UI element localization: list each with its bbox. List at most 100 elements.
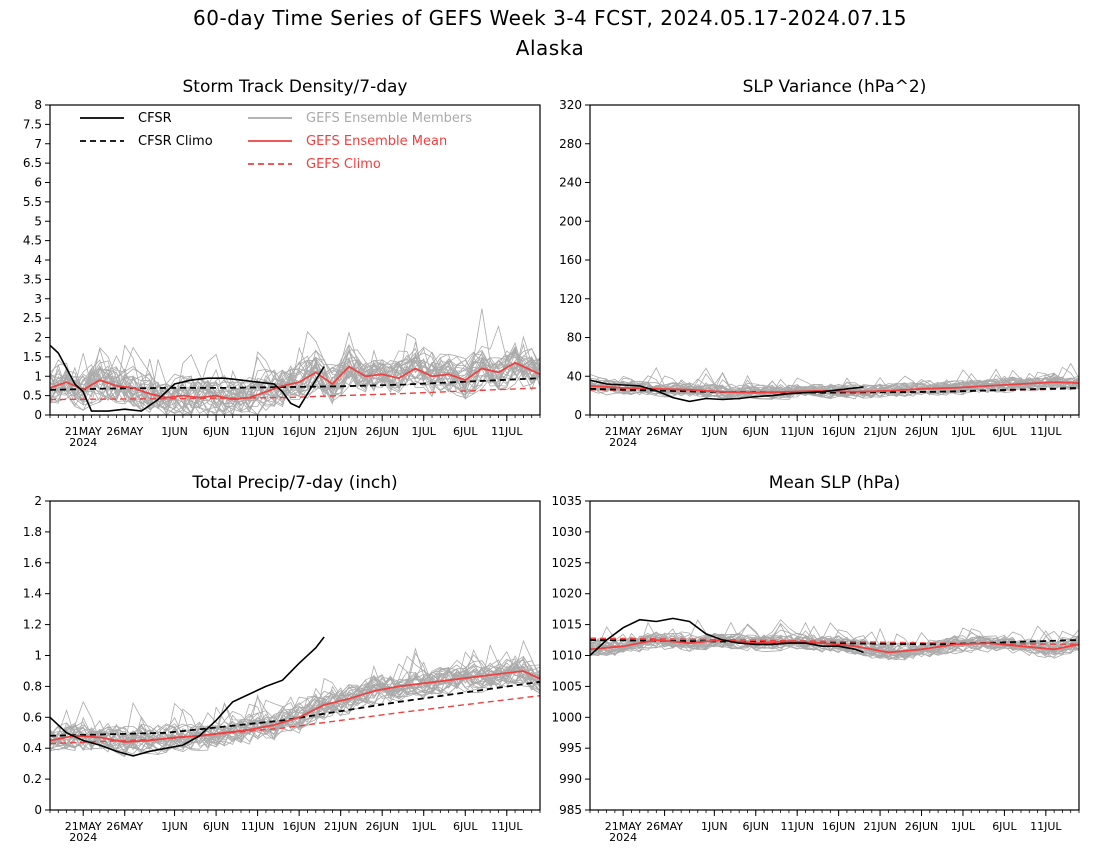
legend-cfsr-climo: CFSR Climo bbox=[80, 134, 213, 149]
y-tick-label: 1020 bbox=[551, 587, 582, 601]
y-tick-label: 1030 bbox=[551, 525, 582, 539]
gefs-climo-line bbox=[50, 387, 540, 401]
x-tick-label: 1JUL bbox=[951, 425, 976, 438]
y-tick-label: 995 bbox=[559, 741, 582, 755]
x-tick-label: 1JUN bbox=[701, 425, 728, 438]
y-tick-label: 120 bbox=[559, 292, 582, 306]
x-tick-label: 26MAY bbox=[106, 820, 143, 833]
ensemble-member-line bbox=[50, 341, 540, 415]
y-tick-label: 80 bbox=[567, 331, 582, 345]
y-tick-label: 1.8 bbox=[23, 525, 42, 539]
panel-title: Total Precip/7-day (inch) bbox=[191, 473, 397, 493]
x-tick-label: 1JUN bbox=[701, 820, 728, 833]
ensemble-member-line bbox=[50, 344, 540, 412]
ensemble-member-line bbox=[50, 346, 540, 408]
cfsr-line bbox=[590, 617, 864, 657]
x-tick-label: 6JUN bbox=[203, 820, 230, 833]
gefs-climo-line bbox=[50, 695, 540, 745]
y-tick-label: 0 bbox=[34, 408, 42, 422]
chart-panel-4: Mean SLP (hPa) 985 990 995 1000 1005 1010 1015 1… bbox=[551, 473, 1080, 844]
y-tick-label: 8 bbox=[34, 98, 42, 112]
series-lines bbox=[50, 344, 540, 412]
x-tick-label: 6JUN bbox=[742, 820, 769, 833]
x-tick-label: 6JUL bbox=[992, 425, 1017, 438]
y-tick-label: 240 bbox=[559, 176, 582, 190]
y-tick-label: 200 bbox=[559, 214, 582, 228]
plot-frame bbox=[589, 500, 1080, 811]
y-tick-label: 0 bbox=[34, 803, 42, 817]
x-year-label: 2024 bbox=[69, 831, 97, 844]
x-tick-label: 21MAY bbox=[65, 820, 102, 833]
ensemble-member-line bbox=[590, 379, 1079, 398]
y-tick-label: 5 bbox=[34, 214, 42, 228]
y-tick-label: 1.5 bbox=[23, 350, 42, 364]
x-tick-label: 6JUL bbox=[453, 425, 478, 438]
legend-members: GEFS Ensemble Members bbox=[248, 111, 472, 126]
y-tick-label: 320 bbox=[559, 98, 582, 112]
y-tick-label: 7 bbox=[34, 137, 42, 151]
x-tick-label: 1JUN bbox=[161, 425, 188, 438]
x-tick-label: 21JUN bbox=[324, 820, 358, 833]
chart-panel-2: SLP Variance (hPa^2) 0 40 80 120 160 200 240 280… bbox=[559, 77, 1080, 449]
x-tick-label: 16JUN bbox=[822, 425, 856, 438]
legend-gefs-climo: GEFS Climo bbox=[248, 157, 381, 172]
x-tick-label: 16JUN bbox=[822, 820, 856, 833]
y-tick-label: 6 bbox=[34, 176, 42, 190]
chart-panel-1: Storm Track Density/7-day 0 0.5 1 1.5 2 2.5 3 3.… bbox=[23, 77, 541, 449]
y-tick-label: 1035 bbox=[551, 494, 582, 508]
legend-label: CFSR bbox=[138, 111, 172, 126]
y-tick-label: 1005 bbox=[551, 679, 582, 693]
x-tick-label: 11JUL bbox=[491, 820, 523, 833]
legend-mean: GEFS Ensemble Mean bbox=[248, 134, 447, 149]
y-tick-label: 7.5 bbox=[23, 117, 42, 131]
x-tick-label: 26MAY bbox=[646, 425, 683, 438]
y-tick-label: 1.2 bbox=[23, 618, 42, 632]
figure-title: 60-day Time Series of GEFS Week 3-4 FCST… bbox=[193, 6, 907, 30]
legend-label: GEFS Climo bbox=[306, 157, 381, 172]
gefs-mean-line bbox=[590, 639, 1079, 654]
x-year-label: 2024 bbox=[609, 436, 637, 449]
cfsr-line bbox=[50, 636, 325, 757]
x-tick-label: 16JUN bbox=[282, 425, 316, 438]
ensemble-member-line bbox=[50, 650, 540, 752]
x-tick-label: 11JUL bbox=[491, 425, 523, 438]
y-tick-label: 0 bbox=[574, 408, 582, 422]
x-tick-label: 1JUL bbox=[412, 820, 437, 833]
x-tick-label: 6JUL bbox=[453, 820, 478, 833]
series-lines bbox=[590, 617, 1079, 657]
x-tick-label: 11JUN bbox=[241, 820, 275, 833]
y-tick-label: 6.5 bbox=[23, 156, 42, 170]
x-tick-label: 21MAY bbox=[605, 820, 642, 833]
y-tick-label: 0.4 bbox=[23, 741, 42, 755]
x-tick-label: 11JUN bbox=[780, 820, 814, 833]
y-tick-label: 0.5 bbox=[23, 389, 42, 403]
chart-panel-3: Total Precip/7-day (inch)00.20.40.60.811… bbox=[23, 473, 541, 844]
panel-title: Storm Track Density/7-day bbox=[183, 77, 408, 97]
ensemble-members bbox=[50, 639, 540, 758]
y-tick-label: 985 bbox=[559, 803, 582, 817]
x-tick-label: 6JUN bbox=[203, 425, 230, 438]
y-tick-label: 40 bbox=[567, 369, 582, 383]
ensemble-member-line bbox=[590, 632, 1079, 658]
ensemble-member-line bbox=[50, 346, 540, 413]
legend-label: CFSR Climo bbox=[138, 134, 213, 149]
x-year-label: 2024 bbox=[609, 831, 637, 844]
x-tick-label: 6JUN bbox=[742, 425, 769, 438]
x-tick-label: 26JUN bbox=[365, 425, 399, 438]
x-tick-label: 21JUN bbox=[324, 425, 358, 438]
x-tick-label: 11JUL bbox=[1030, 425, 1062, 438]
plot-frame bbox=[49, 500, 541, 811]
ensemble-member-line bbox=[50, 664, 540, 751]
y-tick-label: 1000 bbox=[551, 710, 582, 724]
x-tick-label: 1JUN bbox=[161, 820, 188, 833]
y-tick-label: 1025 bbox=[551, 556, 582, 570]
legend-label: GEFS Ensemble Members bbox=[306, 111, 472, 126]
cfsr-climo-line bbox=[590, 387, 1079, 394]
y-tick-label: 3.5 bbox=[23, 272, 42, 286]
x-tick-label: 21MAY bbox=[605, 425, 642, 438]
ensemble-member-line bbox=[50, 667, 540, 750]
gefs-mean-line bbox=[50, 670, 540, 743]
y-tick-label: 990 bbox=[559, 772, 582, 786]
series-lines bbox=[50, 636, 540, 757]
